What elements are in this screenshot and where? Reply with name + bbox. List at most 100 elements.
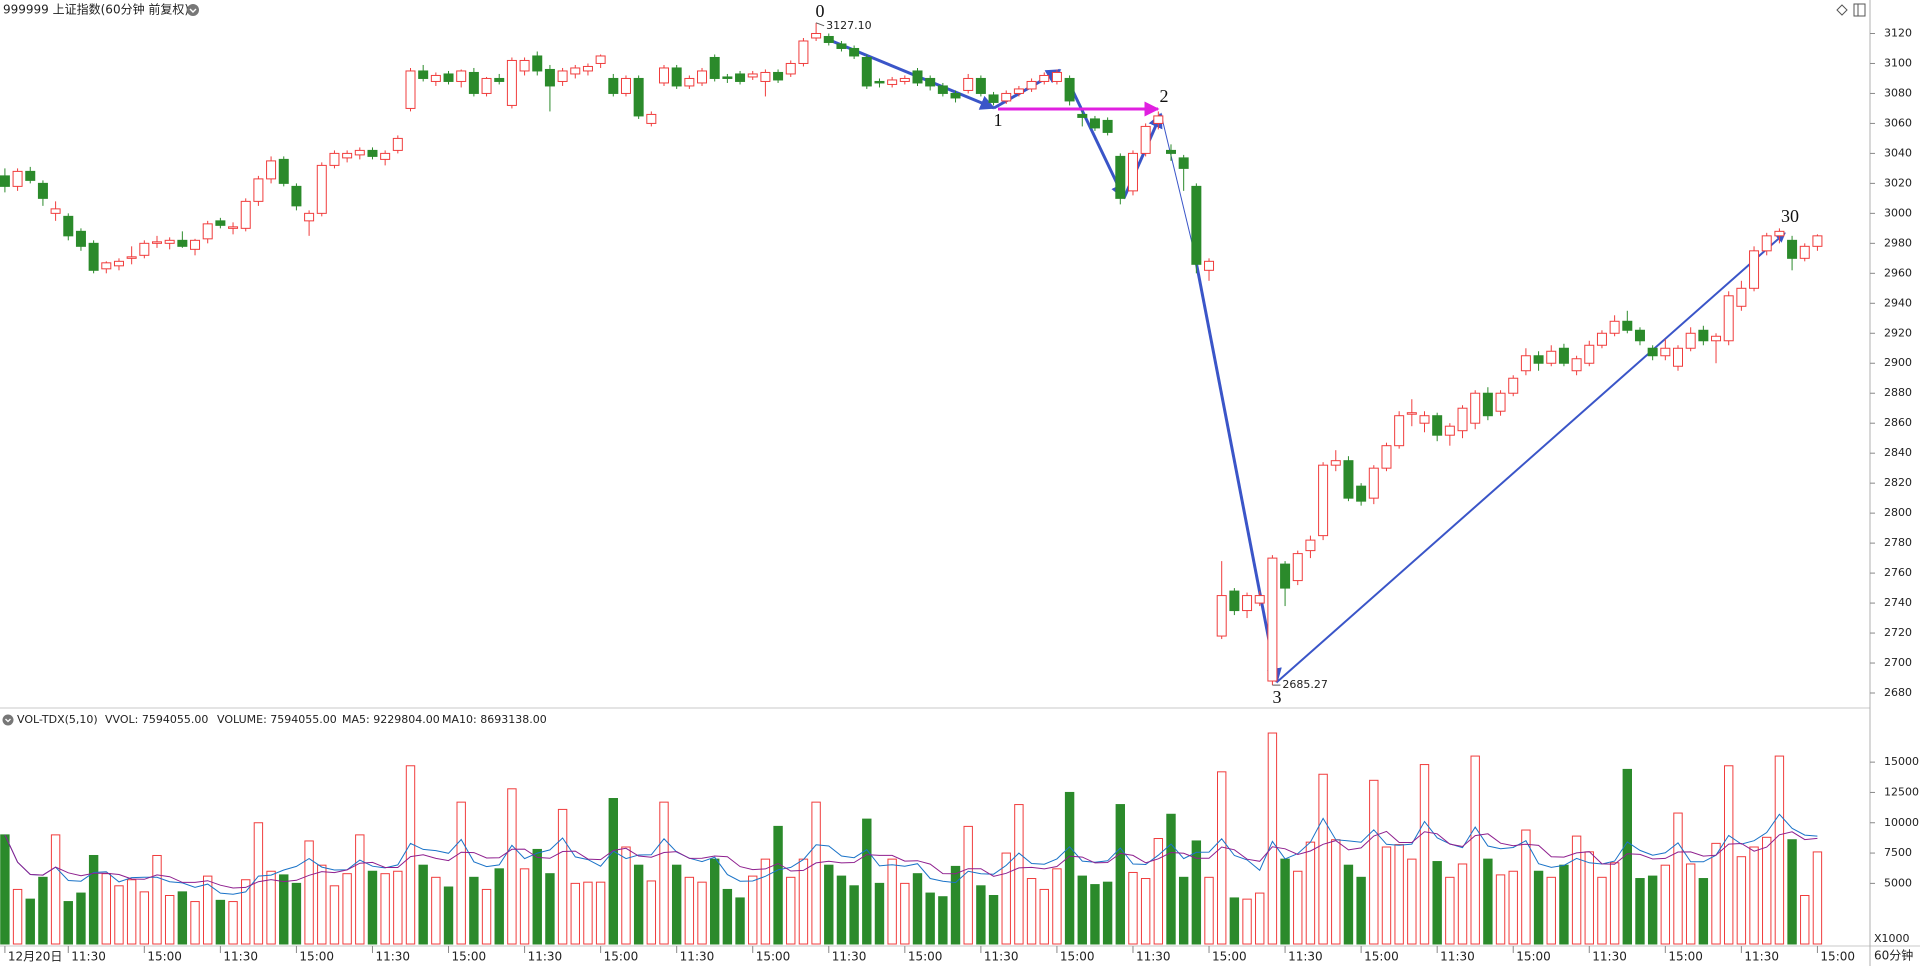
volume-bar: [317, 864, 327, 945]
x-tick-label: 15:00: [1364, 950, 1399, 964]
candle-body: [1533, 355, 1544, 364]
candle-body: [405, 70, 416, 109]
candle-body: [697, 70, 708, 84]
y-tick-label: 2800: [1884, 506, 1912, 519]
x-tick-label: 11:30: [1288, 950, 1323, 964]
volume-bar: [1369, 779, 1379, 945]
volume-bar: [1102, 881, 1113, 945]
x-tick-label: 15:00: [299, 950, 334, 964]
volume-bar: [1609, 862, 1620, 945]
candle-body: [1558, 347, 1569, 364]
dropdown-icon[interactable]: [2, 714, 14, 726]
volume-bar: [367, 870, 378, 945]
volume-bar: [1597, 876, 1607, 945]
unit-label: X1000: [1874, 932, 1910, 945]
y-tick-label: 2920: [1884, 326, 1912, 339]
dropdown-icon[interactable]: [187, 4, 199, 16]
volume-bar: [1419, 764, 1430, 945]
volume-bar: [481, 888, 492, 945]
volume-bar: [1584, 851, 1594, 945]
toolbar-icons[interactable]: [1836, 3, 1866, 17]
candle-body: [1634, 329, 1645, 342]
volume-bar: [241, 879, 251, 945]
high-marker: [815, 22, 825, 27]
candle-body: [63, 215, 74, 237]
candle-body: [747, 73, 758, 78]
readout: VOLUME: 7594055.00: [217, 713, 337, 726]
candle-body: [367, 149, 378, 157]
volume-bar: [1660, 864, 1671, 945]
candle-body: [1013, 88, 1024, 94]
volume-bar: [1774, 755, 1785, 945]
volume-bar: [1508, 870, 1518, 945]
volume-bar: [570, 882, 580, 945]
volume-bar: [1698, 878, 1709, 945]
volume-bar: [1394, 844, 1404, 945]
volume-bar: [1001, 852, 1011, 945]
candle-body: [1064, 77, 1075, 102]
wave-label: 2: [1160, 86, 1169, 106]
candle-body: [785, 62, 796, 75]
volume-bar: [836, 875, 847, 945]
candle-body: [1267, 557, 1278, 682]
candle-body: [1520, 355, 1531, 372]
candle-body: [811, 32, 822, 39]
y-tick-label: 12500: [1884, 785, 1919, 798]
volume-bar: [798, 858, 809, 945]
candle-body: [1495, 392, 1506, 412]
candle-body: [1343, 460, 1354, 499]
volume-bar: [1635, 878, 1645, 945]
candle-body: [1102, 119, 1113, 133]
x-tick-label: 15:00: [1668, 950, 1703, 964]
volume-bar: [469, 876, 479, 945]
volume-bar: [1343, 864, 1354, 945]
volume-bar: [557, 808, 568, 945]
volume-bar: [1356, 876, 1366, 945]
x-tick-label: 11:30: [1440, 950, 1475, 964]
candle-body: [1051, 71, 1062, 82]
x-tick-label: 11:30: [1592, 950, 1627, 964]
volume-bar: [1432, 861, 1442, 945]
volume-bar: [101, 873, 111, 945]
candle-body: [37, 182, 48, 199]
candle-body: [88, 242, 99, 271]
x-tick-label: 12月20日: [8, 950, 63, 964]
candle-body: [291, 185, 302, 207]
candle-body: [1216, 595, 1227, 637]
candle-body: [164, 239, 175, 244]
candle-body: [1001, 92, 1012, 102]
volume-bar: [532, 848, 542, 945]
candle-body: [1191, 185, 1202, 265]
candle-body: [709, 56, 720, 79]
candle-body: [861, 56, 872, 87]
candle-body: [557, 70, 568, 82]
y-tick-label: 3120: [1884, 26, 1912, 39]
volume-bar: [633, 864, 644, 945]
candle-body: [1406, 412, 1417, 415]
candle-body: [1470, 392, 1481, 424]
candle-body: [849, 47, 860, 57]
volume-bar: [1293, 870, 1303, 945]
candle-body: [887, 79, 898, 85]
volume-bar: [342, 873, 352, 945]
volume-bar: [1546, 876, 1556, 945]
candle-body: [760, 71, 771, 82]
candle-body: [278, 158, 289, 184]
candle-body: [633, 77, 644, 117]
volume-bar: [266, 870, 276, 945]
volume-bar: [1255, 892, 1265, 945]
candle-body: [456, 70, 467, 82]
candle-body: [202, 223, 213, 240]
volume-bar: [190, 901, 200, 945]
candle-body: [481, 77, 492, 94]
volume-bar: [1178, 876, 1189, 945]
candle-body: [50, 208, 61, 214]
candle-body: [12, 170, 23, 187]
y-tick-label: 2940: [1884, 296, 1912, 309]
volume-bar: [1483, 858, 1493, 945]
y-tick-label: 10000: [1884, 816, 1919, 829]
volume-bar: [1685, 863, 1696, 945]
candle-body: [1039, 74, 1050, 82]
x-tick-label: 11:30: [680, 950, 715, 964]
x-tick-label: 15:00: [1516, 950, 1551, 964]
